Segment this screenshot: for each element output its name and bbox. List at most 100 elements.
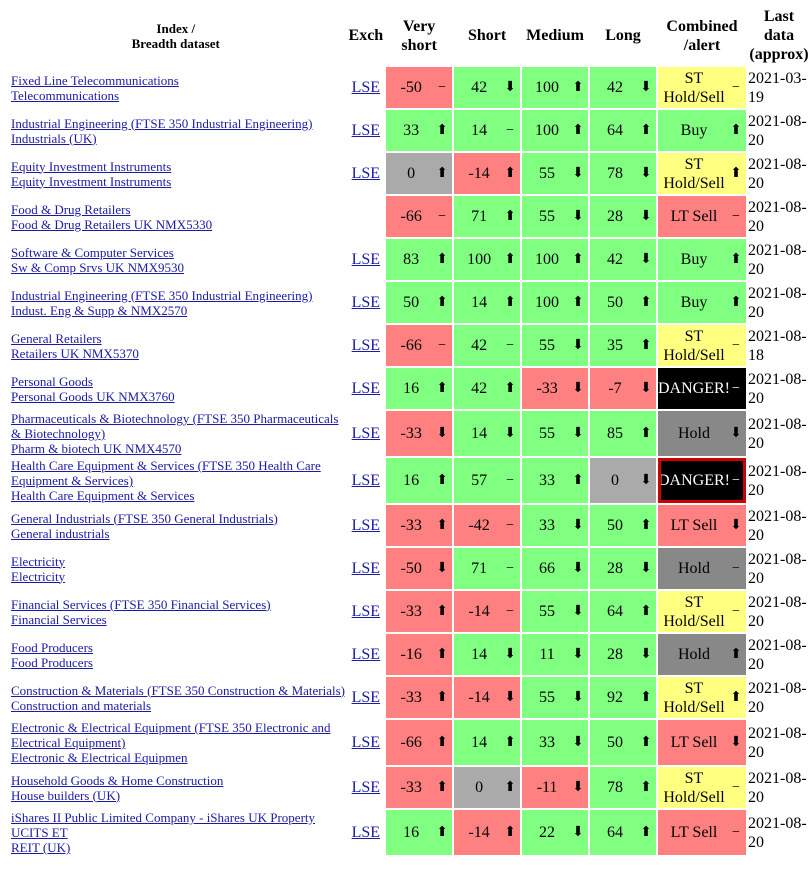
trend-arrow: ⬆ (640, 426, 652, 441)
alert-text: LT Sell (670, 824, 718, 841)
index-link[interactable]: House builders (UK) (11, 787, 121, 803)
trend-arrow: ⬆ (504, 209, 516, 224)
index-link[interactable]: Electronic & Electrical Equipmen (11, 750, 188, 765)
table-body: Fixed Line Telecommunications Telecommuni… (6, 67, 810, 855)
exch-link[interactable]: LSE (351, 602, 381, 620)
last-date: 2021-08-18 (747, 327, 807, 364)
index-link[interactable]: Financial Services (11, 611, 107, 627)
index-link[interactable]: General Retailers (11, 330, 102, 346)
trend-arrow: ⬇ (572, 735, 584, 750)
value-wrap: 55 ⬇ (522, 325, 588, 366)
index-link[interactable]: Pharmaceuticals & Biotechnology (FTSE 35… (11, 411, 339, 441)
exch-link[interactable]: LSE (351, 250, 381, 268)
index-link[interactable]: Industrials (UK) (11, 130, 97, 146)
value-cell: 83 ⬆ (386, 239, 453, 280)
exch-link[interactable]: LSE (351, 424, 381, 442)
value: 85 (607, 424, 624, 442)
value-wrap: 0 ⬆ (454, 767, 520, 808)
index-link[interactable]: Financial Services (FTSE 350 Financial S… (11, 596, 271, 612)
exch-link[interactable]: LSE (351, 823, 381, 841)
exch-cell: LSE (348, 411, 385, 456)
value-cell: -11 ⬇ (522, 767, 589, 808)
index-link[interactable]: Food & Drug Retailers (11, 201, 131, 217)
index-link[interactable]: General Industrials (FTSE 350 General In… (11, 510, 278, 526)
value-cell: -33 ⬆ (386, 505, 453, 546)
index-link[interactable]: Food & Drug Retailers UK NMX5330 (11, 216, 213, 232)
alert-text: Hold (677, 425, 710, 442)
value-cell: 11 ⬇ (522, 634, 589, 675)
value: 64 (607, 823, 624, 841)
index-link[interactable]: Equity Investment Instruments (11, 173, 172, 189)
index-link[interactable]: Construction and materials (11, 697, 152, 713)
index-link[interactable]: Construction & Materials (FTSE 350 Const… (11, 682, 345, 698)
value-cell: 100 ⬆ (454, 239, 521, 280)
value: 42 (607, 78, 624, 96)
exch-link[interactable]: LSE (351, 471, 381, 489)
exch-link[interactable]: LSE (351, 778, 381, 796)
trend-arrow: ⬆ (730, 123, 742, 138)
exch-link[interactable]: LSE (351, 121, 381, 139)
exch-link[interactable]: LSE (351, 559, 381, 577)
value-wrap: 50 ⬆ (386, 282, 452, 323)
index-link[interactable]: Software & Computer Services (11, 244, 174, 260)
index-link[interactable]: Telecommunications (11, 87, 120, 103)
index-link[interactable]: Pharm & biotech UK NMX4570 (11, 441, 182, 456)
exch-link[interactable]: LSE (351, 164, 381, 182)
index-link[interactable]: Personal Goods UK NMX3760 (11, 388, 175, 404)
value: 55 (539, 688, 556, 706)
value-cell: 100 ⬆ (522, 239, 589, 280)
alert-text: LT Sell (670, 208, 718, 225)
index-link[interactable]: Food Producers (11, 654, 93, 670)
value: 100 (535, 293, 560, 311)
index-link[interactable]: Electronic & Electrical Equipment (FTSE … (11, 720, 331, 750)
alert-cell: Hold ⬇ (657, 411, 746, 456)
header-exch: Exch (348, 27, 384, 44)
value-wrap: 28 ⬇ (590, 634, 656, 675)
value-cell: -66− (386, 325, 453, 366)
trend-arrow: ⬆ (640, 123, 652, 138)
trend-arrow: ⬆ (436, 295, 448, 310)
exch-link[interactable]: LSE (351, 688, 381, 706)
index-link[interactable]: General industrials (11, 525, 110, 541)
index-link[interactable]: Household Goods & Home Construction (11, 772, 224, 788)
trend-arrow: − (732, 560, 740, 576)
exch-link[interactable]: LSE (351, 516, 381, 534)
value-cell: 35 ⬆ (590, 325, 656, 366)
index-link[interactable]: Health Care Equipment & Services (FTSE 3… (11, 458, 321, 488)
value-wrap: 42 ⬇ (454, 67, 520, 108)
value-wrap: 100 ⬆ (522, 67, 588, 108)
index-link[interactable]: Sw & Comp Srvs UK NMX9530 (11, 259, 184, 275)
index-link[interactable]: iShares II Public Limited Company - iSha… (11, 810, 316, 840)
exch-link[interactable]: LSE (351, 336, 381, 354)
trend-arrow: ⬇ (572, 209, 584, 224)
index-link[interactable]: Health Care Equipment & Services (11, 488, 195, 503)
exch-cell: LSE (348, 677, 385, 718)
exch-link[interactable]: LSE (351, 645, 381, 663)
index-link[interactable]: Food Producers (11, 639, 93, 655)
index-link[interactable]: Electricity (11, 553, 66, 569)
index-link[interactable]: Indust. Eng & Supp & NMX2570 (11, 302, 188, 318)
exch-link[interactable]: LSE (351, 733, 381, 751)
index-link[interactable]: Retailers UK NMX5370 (11, 345, 139, 361)
exch-link[interactable]: LSE (351, 78, 381, 96)
index-link[interactable]: Industrial Engineering (FTSE 350 Industr… (11, 115, 313, 131)
trend-arrow: − (438, 208, 447, 224)
value-wrap: -66 ⬆ (386, 720, 452, 765)
table-row: iShares II Public Limited Company - iSha… (6, 810, 810, 855)
alert-text: Buy (680, 251, 708, 268)
index-link[interactable]: Equity Investment Instruments (11, 158, 172, 174)
exch-cell: LSE (348, 720, 385, 765)
last-date: 2021-08-20 (747, 155, 807, 192)
exch-link[interactable]: LSE (351, 293, 381, 311)
value-cell: -42− (454, 505, 521, 546)
index-link[interactable]: Industrial Engineering (FTSE 350 Industr… (11, 287, 313, 303)
index-link[interactable]: Personal Goods (11, 373, 93, 389)
index-cell: Health Care Equipment & Services (FTSE 3… (6, 458, 346, 503)
index-link[interactable]: Electricity (11, 568, 66, 584)
header-last: Last data (approx) (749, 8, 809, 63)
exch-link[interactable]: LSE (351, 379, 381, 397)
value-cell: 33 ⬆ (386, 110, 453, 151)
index-link[interactable]: REIT (UK) (11, 840, 71, 855)
index-link[interactable]: Fixed Line Telecommunications (11, 72, 179, 88)
value: -7 (608, 379, 622, 397)
